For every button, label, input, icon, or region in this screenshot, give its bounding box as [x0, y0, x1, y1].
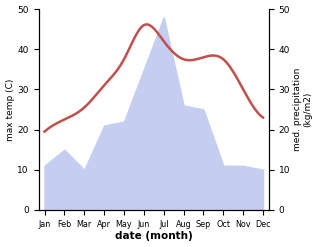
- X-axis label: date (month): date (month): [115, 231, 193, 242]
- Y-axis label: med. precipitation
(kg/m2): med. precipitation (kg/m2): [293, 68, 313, 151]
- Y-axis label: max temp (C): max temp (C): [5, 78, 15, 141]
